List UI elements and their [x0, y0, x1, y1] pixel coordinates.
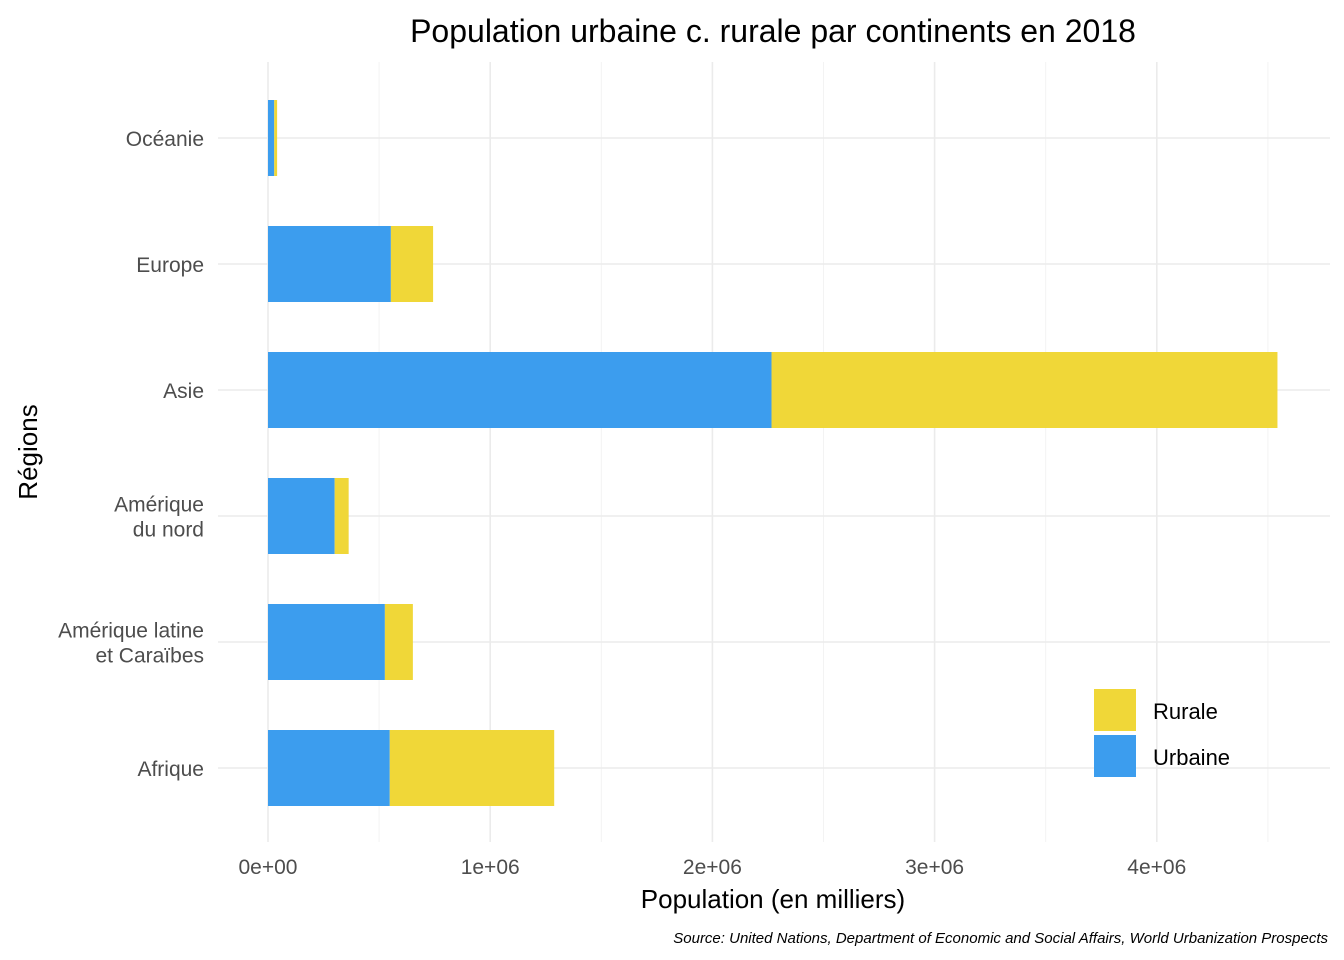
source-caption: Source: United Nations, Department of Ec…: [673, 930, 1328, 947]
bar-urbaine-afrique: [268, 730, 390, 806]
legend-key-rurale: [1094, 689, 1136, 731]
y-tick-label-asie: Asie: [163, 380, 204, 403]
legend-label-urbaine: Urbaine: [1153, 745, 1230, 770]
bar-rurale-amerique-du-nord: [334, 478, 349, 554]
y-tick-label-afrique: Afrique: [137, 758, 204, 781]
grid: [218, 62, 1330, 842]
y-tick-label-oceanie: Océanie: [126, 128, 204, 151]
legend: Rurale Urbaine: [1094, 689, 1230, 777]
y-tick-label-amerique-latine-et-caraibes: Amérique latine et Caraïbes: [58, 620, 204, 668]
bars: [268, 100, 1278, 806]
bar-rurale-afrique: [389, 730, 555, 806]
bar-rurale-europe: [390, 226, 434, 302]
bar-rurale-asie: [771, 352, 1278, 428]
legend-label-rurale: Rurale: [1153, 699, 1218, 724]
y-tick-label-europe: Europe: [136, 254, 204, 277]
legend-key-urbaine: [1094, 735, 1136, 777]
x-axis-title: Population (en milliers): [641, 884, 905, 914]
x-axis-ticks: 0e+00 1e+06 2e+06 3e+06 4e+06: [239, 856, 1187, 879]
y-axis-title: Régions: [13, 404, 43, 499]
y-tick-label-amerique-du-nord: Amérique du nord: [114, 494, 204, 542]
x-tick-label-0: 0e+00: [239, 856, 298, 879]
x-tick-label-2: 2e+06: [683, 856, 742, 879]
x-tick-label-1: 1e+06: [461, 856, 520, 879]
bar-urbaine-amerique-latine-et-caraibes: [268, 604, 385, 680]
chart-title: Population urbaine c. rurale par contine…: [410, 13, 1136, 49]
bar-urbaine-amerique-du-nord: [268, 478, 335, 554]
bar-rurale-amerique-latine-et-caraibes: [384, 604, 413, 680]
bar-urbaine-asie: [268, 352, 772, 428]
bar-urbaine-europe: [268, 226, 391, 302]
x-tick-label-3: 3e+06: [905, 856, 964, 879]
x-tick-label-4: 4e+06: [1127, 856, 1186, 879]
bar-urbaine-oceanie: [268, 100, 275, 176]
y-axis-ticks: Afrique Amérique latine et Caraïbes Amériqu…: [58, 128, 204, 781]
bar-rurale-oceanie: [274, 100, 278, 176]
